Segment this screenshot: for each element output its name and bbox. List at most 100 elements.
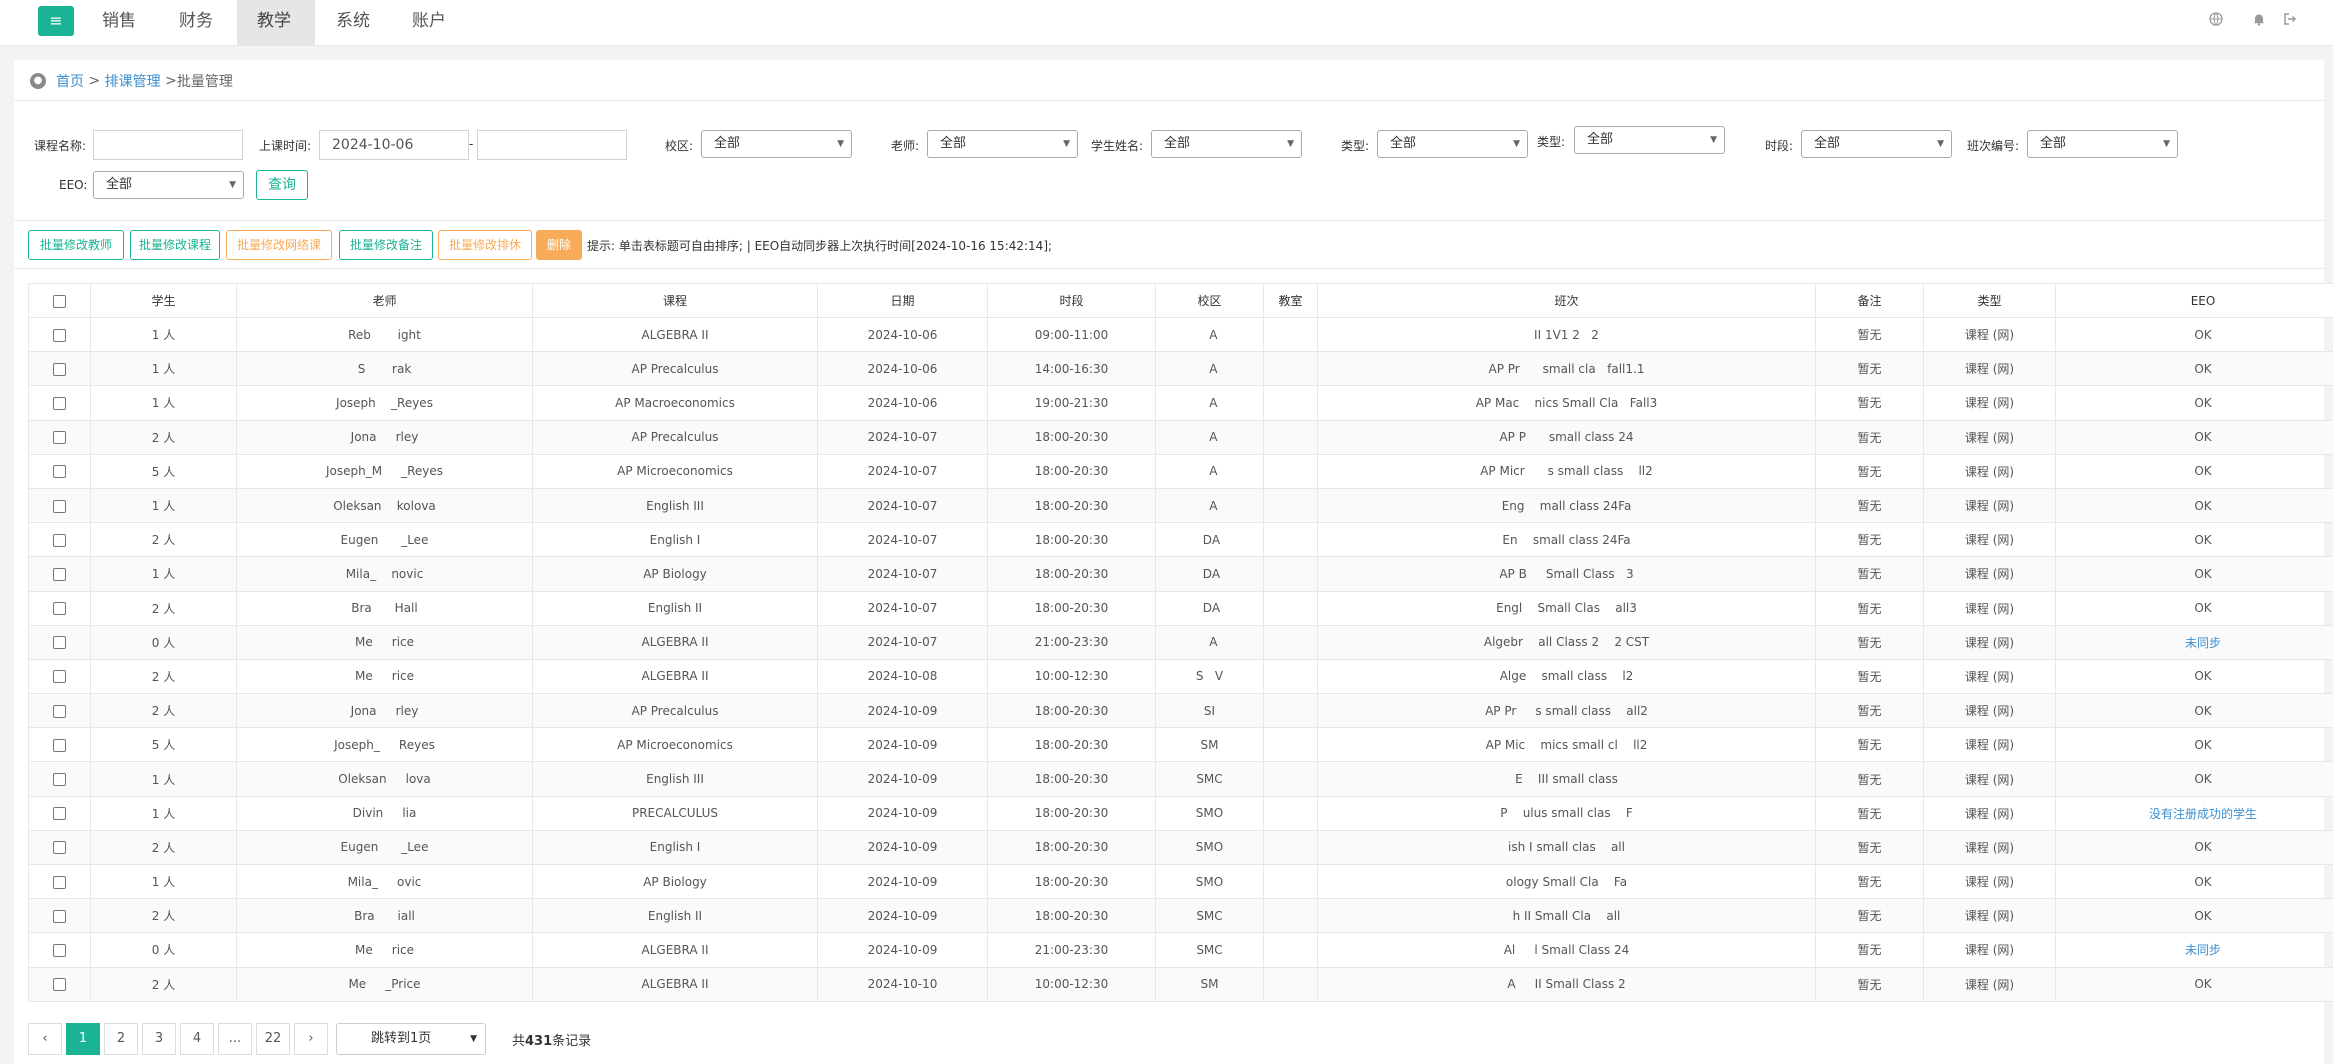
row-checkbox[interactable] (53, 978, 66, 992)
eeo-status-cell: OK (2055, 385, 2333, 421)
delete-button[interactable]: 删除 (536, 230, 582, 260)
row-select-cell[interactable] (28, 898, 91, 934)
date-start-input[interactable]: 2024-10-06 (319, 130, 469, 160)
col-header-campus[interactable]: 校区 (1155, 283, 1264, 318)
row-select-cell[interactable] (28, 761, 91, 797)
row-checkbox[interactable] (53, 465, 66, 479)
jump-page-select[interactable]: 跳转到1页 ▼ (336, 1023, 486, 1055)
row-checkbox[interactable] (53, 909, 66, 923)
page-1-button[interactable]: 1 (66, 1023, 100, 1055)
campus-select[interactable]: 全部 ▼ (701, 130, 852, 158)
row-checkbox[interactable] (53, 807, 66, 821)
batch-edit-online-button[interactable]: 批量修改网络课 (226, 230, 332, 260)
row-select-cell[interactable] (28, 693, 91, 729)
row-checkbox[interactable] (53, 773, 66, 787)
batch-edit-course-button[interactable]: 批量修改课程 (130, 230, 220, 260)
type-select[interactable]: 全部 ▼ (1377, 130, 1528, 158)
time-cell: 10:00-12:30 (987, 658, 1156, 695)
nav-teaching[interactable]: 教学 (237, 0, 315, 46)
nav-finance[interactable]: 财务 (179, 11, 213, 31)
eeo-select[interactable]: 全部 ▼ (93, 171, 244, 199)
remark-cell: 暂无 (1815, 522, 1924, 558)
row-select-cell[interactable] (28, 829, 91, 866)
row-checkbox[interactable] (53, 875, 66, 889)
row-select-cell[interactable] (28, 385, 91, 421)
class-no-select[interactable]: 全部 ▼ (2027, 130, 2178, 158)
page-22-button[interactable]: 22 (256, 1023, 290, 1055)
row-select-cell[interactable] (28, 316, 91, 353)
row-select-cell[interactable] (28, 556, 91, 592)
col-header-eeo[interactable]: EEO (2055, 283, 2333, 318)
globe-icon[interactable] (2207, 12, 2225, 30)
period-select[interactable]: 全部 ▼ (1801, 130, 1952, 158)
class-cell: Eng mall class 24Fa (1317, 487, 1816, 524)
next-page-button[interactable]: › (294, 1023, 328, 1055)
col-header-date[interactable]: 日期 (817, 283, 988, 318)
batch-edit-teacher-button[interactable]: 批量修改教师 (28, 230, 124, 260)
teacher-select[interactable]: 全部 ▼ (927, 130, 1078, 158)
row-select-cell[interactable] (28, 351, 91, 387)
select-all-cell[interactable] (28, 283, 91, 318)
logout-icon[interactable] (2281, 12, 2299, 30)
row-select-cell[interactable] (28, 522, 91, 558)
date-end-input[interactable] (477, 130, 627, 160)
col-header-time[interactable]: 时段 (987, 283, 1156, 318)
batch-edit-rest-button[interactable]: 批量修改排休 (438, 230, 532, 260)
row-checkbox[interactable] (53, 943, 66, 957)
col-header-room[interactable]: 教室 (1263, 283, 1318, 318)
bell-icon[interactable] (2250, 12, 2268, 30)
row-select-cell[interactable] (28, 863, 91, 900)
row-checkbox[interactable] (53, 670, 66, 684)
row-select-cell[interactable] (28, 727, 91, 763)
row-checkbox[interactable] (53, 602, 66, 616)
row-select-cell[interactable] (28, 419, 91, 455)
nav-system[interactable]: 系统 (336, 11, 370, 31)
breadcrumb-home[interactable]: 首页 (56, 74, 84, 90)
row-select-cell[interactable] (28, 795, 91, 831)
student-count-cell: 2 人 (90, 898, 237, 934)
col-header-type[interactable]: 类型 (1923, 283, 2056, 318)
row-checkbox[interactable] (53, 362, 66, 376)
room-cell (1263, 487, 1318, 524)
row-checkbox[interactable] (53, 636, 66, 650)
query-button[interactable]: 查询 (256, 170, 308, 200)
col-header-course[interactable]: 课程 (532, 283, 818, 318)
type-cell: 课程 (网) (1923, 351, 2056, 387)
table-row: 1 人 Mila_ ovic AP Biology 2024-10-09 18:00-2… (28, 863, 2333, 900)
course-name-input[interactable] (93, 130, 243, 160)
breadcrumb-schedule[interactable]: 排课管理 (104, 74, 161, 90)
row-checkbox[interactable] (53, 533, 66, 547)
student-select[interactable]: 全部 ▼ (1151, 130, 1302, 158)
prev-page-button[interactable]: ‹ (28, 1023, 62, 1055)
row-checkbox[interactable] (53, 431, 66, 445)
remark-cell: 暂无 (1815, 727, 1924, 763)
row-select-cell[interactable] (28, 658, 91, 695)
col-header-remark[interactable]: 备注 (1815, 283, 1924, 318)
type-cell: 课程 (网) (1923, 658, 2056, 695)
select-all-checkbox[interactable] (53, 294, 66, 308)
col-header-class[interactable]: 班次 (1317, 283, 1816, 318)
page-2-button[interactable]: 2 (104, 1023, 138, 1055)
type2-select[interactable]: 全部 ▼ (1574, 126, 1725, 154)
col-header-teacher[interactable]: 老师 (236, 283, 533, 318)
row-select-cell[interactable] (28, 590, 91, 626)
page-4-button[interactable]: 4 (180, 1023, 214, 1055)
page-3-button[interactable]: 3 (142, 1023, 176, 1055)
row-checkbox[interactable] (53, 396, 66, 410)
row-select-cell[interactable] (28, 966, 91, 1002)
batch-edit-remark-button[interactable]: 批量修改备注 (339, 230, 433, 260)
row-select-cell[interactable] (28, 624, 91, 660)
row-select-cell[interactable] (28, 932, 91, 968)
col-header-students[interactable]: 学生 (90, 283, 237, 318)
row-checkbox[interactable] (53, 499, 66, 513)
row-checkbox[interactable] (53, 704, 66, 718)
row-select-cell[interactable] (28, 487, 91, 524)
nav-sales[interactable]: 销售 (102, 11, 136, 31)
row-checkbox[interactable] (53, 567, 66, 581)
row-select-cell[interactable] (28, 453, 91, 489)
row-checkbox[interactable] (53, 841, 66, 855)
row-checkbox[interactable] (53, 328, 66, 342)
row-checkbox[interactable] (53, 738, 66, 752)
nav-account[interactable]: 账户 (412, 11, 446, 31)
menu-toggle-button[interactable]: ≡ (38, 6, 74, 36)
